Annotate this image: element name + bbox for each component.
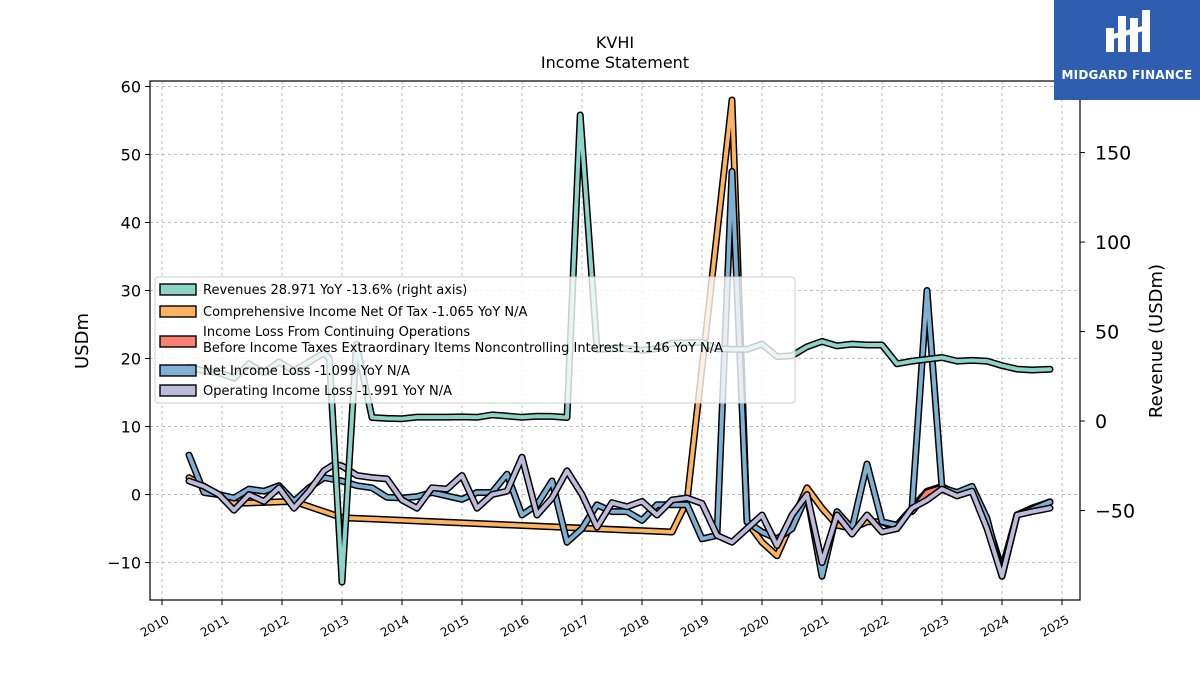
legend-swatch-2: [159, 335, 197, 348]
legend-label-2: Before Income Taxes Extraordinary Items …: [203, 341, 723, 356]
x-tick-label: 2023: [918, 612, 951, 639]
y-tick-label: 30: [121, 282, 141, 301]
legend-swatch-0: [159, 283, 197, 296]
y-right-tick-label: 150: [1095, 143, 1131, 165]
legend-label-2: Income Loss From Continuing Operations: [203, 325, 470, 340]
y-axis-title: USDm: [72, 313, 93, 369]
x-tick-label: 2015: [438, 612, 471, 639]
legend-swatch-4: [159, 384, 197, 397]
legend-swatch-3: [159, 364, 197, 377]
x-tick-label: 2020: [738, 612, 771, 639]
y-tick-label: −10: [107, 554, 141, 573]
legend-swatch-1: [159, 305, 197, 318]
x-axis-ticks: 2010 2011 2012 2013 2014 2015 2016 2017 2018 2019…: [138, 600, 1072, 640]
brand-logo: MIDGARD FINANCE: [1054, 0, 1200, 100]
x-tick-label: 2024: [978, 612, 1011, 639]
chart-title: KVHI: [596, 33, 634, 52]
plot-frame: [149, 80, 1081, 601]
x-tick-label: 2010: [138, 612, 171, 639]
chart-subtitle: Income Statement: [541, 53, 689, 72]
legend: Revenues 28.971 YoY -13.6% (right axis) C…: [154, 276, 796, 404]
x-tick-label: 2025: [1038, 612, 1071, 639]
x-tick-label: 2014: [378, 612, 411, 639]
legend-label-1: Comprehensive Income Net Of Tax -1.065 Y…: [203, 305, 528, 320]
y-tick-label: 40: [121, 213, 141, 232]
y-right-tick-label: 50: [1095, 322, 1119, 344]
x-tick-label: 2018: [618, 612, 651, 639]
y-tick-label: 10: [121, 418, 141, 437]
y-tick-label: 0: [131, 486, 141, 505]
x-tick-label: 2013: [318, 612, 351, 639]
y-tick-label: 20: [121, 350, 141, 369]
logo-text: MIDGARD FINANCE: [1061, 68, 1193, 82]
left-axis-ticks: −10 0 10 20 30 40 50 60: [107, 77, 150, 573]
series-outline-4: [185, 453, 1054, 580]
y-right-tick-label: 0: [1095, 411, 1107, 433]
legend-label-3: Net Income Loss -1.099 YoY N/A: [203, 364, 410, 379]
x-tick-label: 2019: [678, 612, 711, 639]
legend-label-4: Operating Income Loss -1.991 YoY N/A: [203, 384, 452, 399]
legend-label-0: Revenues 28.971 YoY -13.6% (right axis): [203, 283, 467, 298]
x-tick-label: 2022: [858, 612, 891, 639]
series-line-4: [187, 455, 1052, 579]
right-axis-ticks: −50 0 50 100 150: [1080, 143, 1135, 523]
y-right-tick-label: −50: [1095, 501, 1135, 523]
x-tick-label: 2016: [498, 612, 531, 639]
y-tick-label: 60: [121, 77, 141, 96]
x-tick-label: 2011: [198, 612, 231, 639]
x-tick-label: 2012: [258, 612, 291, 639]
x-tick-label: 2017: [558, 612, 591, 639]
logo-mark-icon: [1106, 10, 1150, 52]
y-right-tick-label: 100: [1095, 232, 1131, 254]
legend-box: [154, 276, 796, 404]
x-tick-label: 2021: [798, 612, 831, 639]
y-axis-right-title: Revenue (USDm): [1146, 264, 1167, 418]
y-tick-label: 50: [121, 145, 141, 164]
